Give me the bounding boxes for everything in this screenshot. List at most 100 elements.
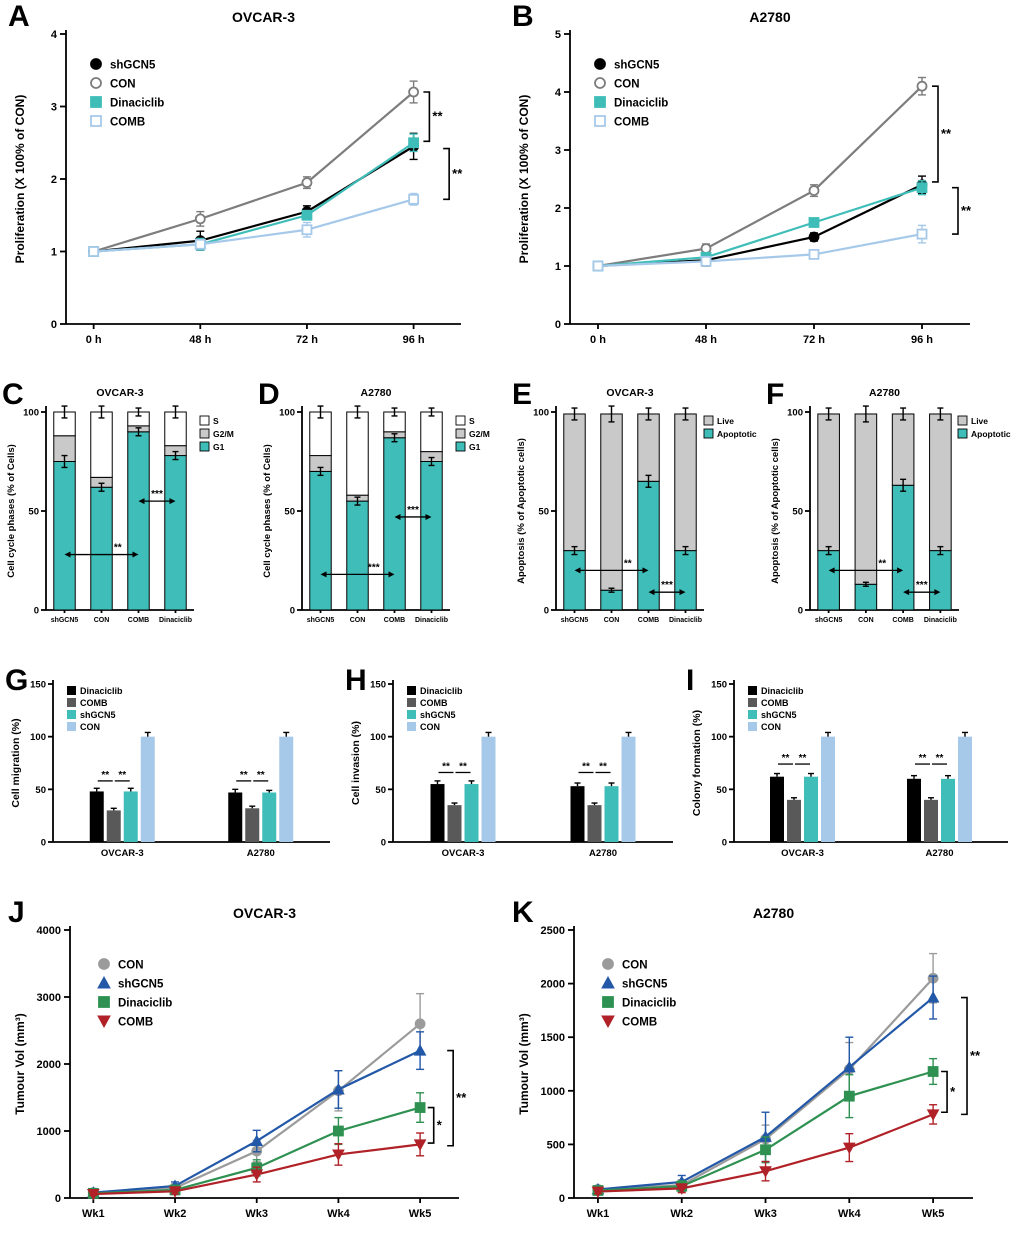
svg-text:COMB: COMB: [384, 617, 405, 624]
svg-text:48 h: 48 h: [189, 334, 211, 346]
chart-j-tumour-vol-ovcar3: OVCAR-3 0 1000 2000 3000 4000 Wk1 Wk2 Wk3 Wk4 Wk5 T…: [13, 905, 467, 1220]
svg-text:CON: CON: [622, 960, 648, 972]
svg-text:**: **: [452, 166, 463, 181]
svg-text:CON: CON: [350, 617, 366, 624]
svg-text:Dinaciclib: Dinaciclib: [924, 617, 957, 624]
svg-text:*: *: [950, 1084, 956, 1099]
svg-text:Cell cycle phases (% of Cells): Cell cycle phases (% of Cells): [6, 444, 17, 578]
svg-text:CON: CON: [614, 79, 640, 91]
svg-text:50: 50: [538, 507, 549, 518]
svg-text:OVCAR-3: OVCAR-3: [233, 905, 296, 921]
svg-text:Apoptosis (% of Apoptotic cell: Apoptosis (% of Apoptotic cells): [516, 438, 527, 584]
svg-text:***: ***: [661, 580, 673, 591]
svg-text:**: **: [257, 770, 265, 781]
svg-text:72 h: 72 h: [803, 334, 825, 346]
svg-text:S: S: [469, 416, 475, 426]
svg-text:0: 0: [34, 606, 39, 617]
svg-text:COMB: COMB: [118, 1017, 153, 1029]
svg-text:3: 3: [555, 145, 561, 157]
svg-text:COMB: COMB: [638, 617, 659, 624]
svg-text:Wk1: Wk1: [82, 1208, 105, 1220]
svg-text:shGCN5: shGCN5: [420, 710, 456, 720]
svg-text:Tumour Vol (mm³): Tumour Vol (mm³): [517, 1013, 531, 1115]
svg-text:150: 150: [370, 680, 386, 691]
svg-text:50: 50: [284, 507, 295, 518]
svg-text:**: **: [240, 770, 248, 781]
svg-text:**: **: [432, 109, 443, 124]
svg-text:**: **: [442, 761, 450, 772]
svg-text:2000: 2000: [37, 1059, 61, 1071]
svg-text:48 h: 48 h: [695, 334, 717, 346]
svg-text:1: 1: [555, 261, 561, 273]
svg-text:96 h: 96 h: [911, 334, 933, 346]
svg-text:CON: CON: [858, 617, 874, 624]
svg-text:72 h: 72 h: [296, 334, 318, 346]
svg-text:A2780: A2780: [361, 387, 392, 399]
svg-text:1000: 1000: [541, 1086, 565, 1098]
svg-text:shGCN5: shGCN5: [561, 617, 589, 624]
svg-text:CON: CON: [110, 79, 136, 91]
svg-text:COMB: COMB: [110, 117, 145, 129]
svg-text:500: 500: [547, 1139, 565, 1151]
svg-text:**: **: [114, 543, 122, 554]
svg-text:Dinaciclib: Dinaciclib: [159, 617, 192, 624]
svg-text:G1: G1: [213, 442, 225, 452]
svg-text:**: **: [782, 753, 790, 764]
panel-letter-g: G: [5, 664, 29, 697]
svg-text:Dinaciclib: Dinaciclib: [80, 686, 123, 696]
svg-text:**: **: [961, 203, 972, 218]
svg-text:Tumour Vol (mm³): Tumour Vol (mm³): [13, 1013, 27, 1115]
svg-text:CON: CON: [118, 960, 144, 972]
panel-e: E OVCAR-3 0 50 100 Apoptosis (% of Apoptotic…: [512, 380, 764, 640]
svg-text:0 h: 0 h: [86, 334, 102, 346]
svg-text:CON: CON: [604, 617, 620, 624]
svg-text:OVCAR-3: OVCAR-3: [232, 9, 295, 25]
svg-text:100: 100: [787, 408, 803, 419]
svg-text:Dinaciclib: Dinaciclib: [118, 998, 172, 1010]
chart-a-proliferation-ovcar3: OVCAR-3 0 1 2 3 4 0 h 48 h 72 h 96 h Proliferation…: [13, 9, 463, 346]
svg-text:*: *: [437, 1117, 443, 1132]
panel-letter-k: K: [512, 896, 534, 929]
svg-text:1000: 1000: [37, 1126, 61, 1138]
panel-d: D A2780 0 50 100 Cell cycle phases (% of Cel…: [258, 380, 510, 640]
svg-text:CON: CON: [80, 722, 100, 732]
panel-c: C OVCAR-3 0 50 100 Cell cycle phases (% of C…: [2, 380, 254, 640]
svg-text:CON: CON: [420, 722, 440, 732]
svg-text:**: **: [799, 753, 807, 764]
svg-text:COMB: COMB: [614, 117, 649, 129]
svg-text:OVCAR-3: OVCAR-3: [606, 387, 653, 399]
svg-text:A2780: A2780: [926, 848, 954, 859]
svg-text:2: 2: [555, 203, 561, 215]
svg-text:COMB: COMB: [420, 698, 448, 708]
svg-text:100: 100: [370, 732, 386, 743]
svg-text:OVCAR-3: OVCAR-3: [96, 387, 143, 399]
svg-text:A2780: A2780: [749, 9, 790, 25]
svg-text:Wk1: Wk1: [587, 1208, 610, 1220]
panel-letter-f: F: [766, 378, 785, 411]
svg-text:Cell cycle phases (% of Cells): Cell cycle phases (% of Cells): [262, 444, 273, 578]
svg-text:Cell invasion (%): Cell invasion (%): [350, 721, 362, 805]
svg-text:**: **: [970, 1048, 981, 1063]
svg-text:***: ***: [368, 562, 380, 573]
svg-text:0: 0: [555, 319, 561, 331]
svg-text:CON: CON: [94, 617, 110, 624]
svg-text:**: **: [582, 761, 590, 772]
svg-text:150: 150: [30, 680, 46, 691]
svg-text:Apoptosis (% of Apoptotic cell: Apoptosis (% of Apoptotic cells): [770, 438, 781, 584]
svg-text:Wk3: Wk3: [754, 1208, 777, 1220]
svg-text:3: 3: [51, 102, 57, 114]
chart-k-tumour-vol-a2780: A2780 0 500 1000 1500 2000 2500 Wk1 Wk2 Wk3 Wk4 Wk5…: [517, 905, 981, 1220]
svg-text:50: 50: [375, 785, 386, 796]
chart-d-cellcycle-a2780: A2780 0 50 100 Cell cycle phases (% of Cells…: [262, 387, 490, 624]
svg-text:0: 0: [381, 838, 386, 849]
svg-text:Dinaciclib: Dinaciclib: [669, 617, 702, 624]
svg-text:0 h: 0 h: [590, 334, 606, 346]
svg-text:0: 0: [544, 606, 549, 617]
svg-text:2000: 2000: [541, 979, 565, 991]
svg-text:4000: 4000: [37, 925, 61, 937]
svg-text:OVCAR-3: OVCAR-3: [101, 848, 144, 859]
svg-text:**: **: [936, 753, 944, 764]
svg-text:0: 0: [41, 838, 46, 849]
svg-text:Wk4: Wk4: [838, 1208, 862, 1220]
